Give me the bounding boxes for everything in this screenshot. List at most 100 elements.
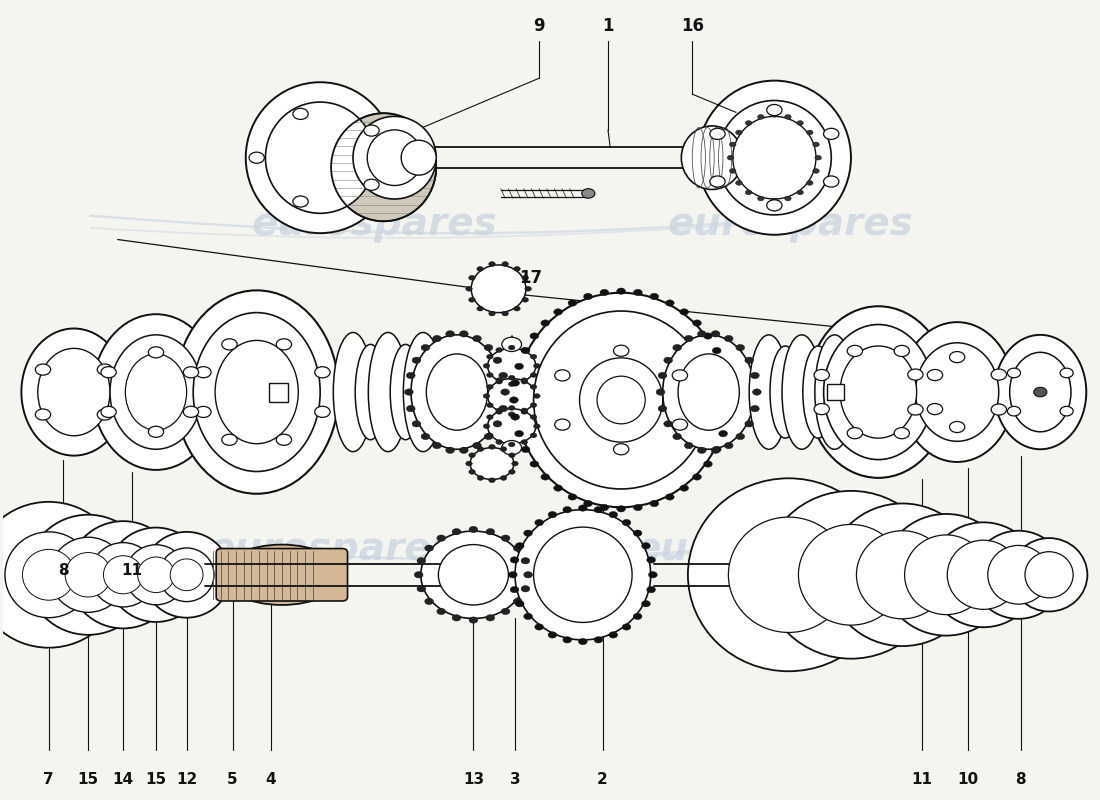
Circle shape: [521, 298, 528, 302]
Circle shape: [469, 275, 475, 280]
Text: 5: 5: [228, 772, 238, 787]
Ellipse shape: [515, 510, 651, 640]
FancyBboxPatch shape: [827, 384, 845, 400]
Ellipse shape: [194, 313, 320, 471]
Circle shape: [469, 298, 475, 302]
Circle shape: [502, 262, 508, 266]
Circle shape: [524, 614, 532, 619]
Circle shape: [521, 558, 530, 564]
Ellipse shape: [915, 342, 999, 442]
Text: 16: 16: [681, 17, 704, 34]
Circle shape: [535, 519, 543, 526]
Circle shape: [541, 320, 550, 326]
Circle shape: [101, 406, 117, 418]
Circle shape: [530, 373, 537, 378]
Circle shape: [483, 394, 490, 398]
Circle shape: [584, 294, 593, 300]
Circle shape: [608, 632, 617, 638]
Ellipse shape: [749, 335, 789, 450]
Ellipse shape: [138, 557, 175, 593]
Ellipse shape: [487, 348, 536, 383]
Circle shape: [663, 357, 672, 363]
Circle shape: [579, 505, 587, 511]
Ellipse shape: [580, 358, 662, 442]
Circle shape: [452, 614, 461, 621]
Circle shape: [647, 557, 656, 563]
Circle shape: [415, 571, 424, 578]
Circle shape: [746, 190, 752, 194]
Circle shape: [446, 330, 454, 337]
Ellipse shape: [534, 311, 708, 489]
Circle shape: [991, 369, 1006, 380]
Ellipse shape: [471, 265, 526, 313]
Circle shape: [521, 348, 528, 352]
Text: 8: 8: [57, 563, 68, 578]
Circle shape: [927, 370, 943, 381]
Circle shape: [364, 125, 380, 136]
Ellipse shape: [516, 293, 726, 507]
Circle shape: [469, 453, 475, 458]
Circle shape: [824, 128, 839, 139]
Circle shape: [824, 176, 839, 187]
Circle shape: [405, 389, 414, 395]
Circle shape: [767, 200, 782, 211]
Circle shape: [634, 530, 642, 536]
Ellipse shape: [840, 346, 916, 438]
Ellipse shape: [26, 514, 150, 635]
Circle shape: [509, 397, 518, 403]
Circle shape: [521, 379, 528, 384]
Text: 3: 3: [509, 772, 520, 787]
Circle shape: [771, 198, 778, 203]
Circle shape: [465, 286, 472, 291]
Circle shape: [541, 474, 550, 480]
Circle shape: [1008, 406, 1021, 416]
Circle shape: [521, 275, 528, 280]
Circle shape: [729, 142, 736, 147]
Ellipse shape: [688, 478, 889, 671]
Circle shape: [502, 608, 510, 614]
Ellipse shape: [988, 546, 1049, 604]
Circle shape: [483, 363, 490, 368]
Circle shape: [446, 447, 454, 454]
Ellipse shape: [92, 314, 220, 470]
Text: 14: 14: [112, 772, 134, 787]
Circle shape: [493, 421, 502, 427]
Circle shape: [752, 389, 761, 395]
Circle shape: [1060, 368, 1074, 378]
Circle shape: [508, 470, 515, 474]
Circle shape: [673, 345, 682, 351]
Circle shape: [949, 422, 965, 433]
Circle shape: [417, 558, 426, 564]
Circle shape: [553, 485, 562, 491]
Ellipse shape: [487, 409, 536, 444]
Ellipse shape: [333, 333, 373, 452]
Ellipse shape: [421, 531, 526, 618]
Circle shape: [568, 494, 576, 500]
Circle shape: [460, 447, 469, 454]
Circle shape: [412, 357, 421, 363]
Ellipse shape: [807, 306, 949, 478]
Ellipse shape: [68, 521, 178, 629]
Circle shape: [515, 363, 524, 370]
Circle shape: [508, 382, 515, 386]
Circle shape: [697, 447, 706, 454]
Circle shape: [713, 347, 722, 354]
Circle shape: [704, 333, 713, 339]
Circle shape: [452, 529, 461, 535]
Ellipse shape: [222, 545, 342, 605]
Ellipse shape: [65, 553, 111, 597]
Circle shape: [710, 176, 725, 187]
Text: 11: 11: [912, 772, 933, 787]
Circle shape: [813, 142, 820, 147]
Circle shape: [502, 311, 508, 316]
Circle shape: [469, 470, 475, 474]
Ellipse shape: [331, 114, 437, 222]
Circle shape: [796, 121, 803, 126]
Circle shape: [1060, 406, 1074, 416]
Circle shape: [729, 169, 736, 174]
Circle shape: [496, 348, 503, 352]
Circle shape: [534, 394, 540, 398]
Circle shape: [276, 434, 292, 446]
Ellipse shape: [824, 325, 933, 459]
Circle shape: [718, 363, 727, 370]
